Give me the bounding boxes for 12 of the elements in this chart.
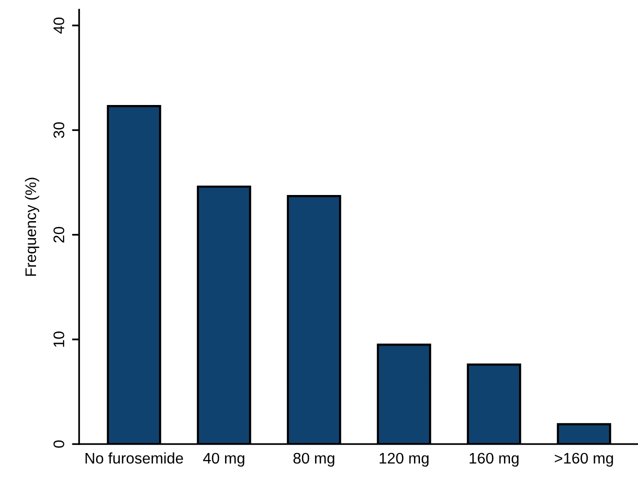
x-tick-label: 160 mg [470,452,518,467]
x-tick-label: No furosemide [86,452,184,464]
y-axis-title: Frequency (%) [24,178,40,276]
x-tick-label: 40 mg [203,452,244,467]
x-tick-label: 120 mg [380,452,428,467]
y-tick-label: 20 [53,226,64,242]
y-tick-label: 10 [53,332,64,347]
x-tick-label: >160 mg [554,452,613,467]
y-tick-label: 30 [53,122,64,138]
x-tick-label: 80 mg [293,452,334,467]
y-tick-label: 40 [53,18,64,34]
y-tick-label: 0 [53,440,64,448]
